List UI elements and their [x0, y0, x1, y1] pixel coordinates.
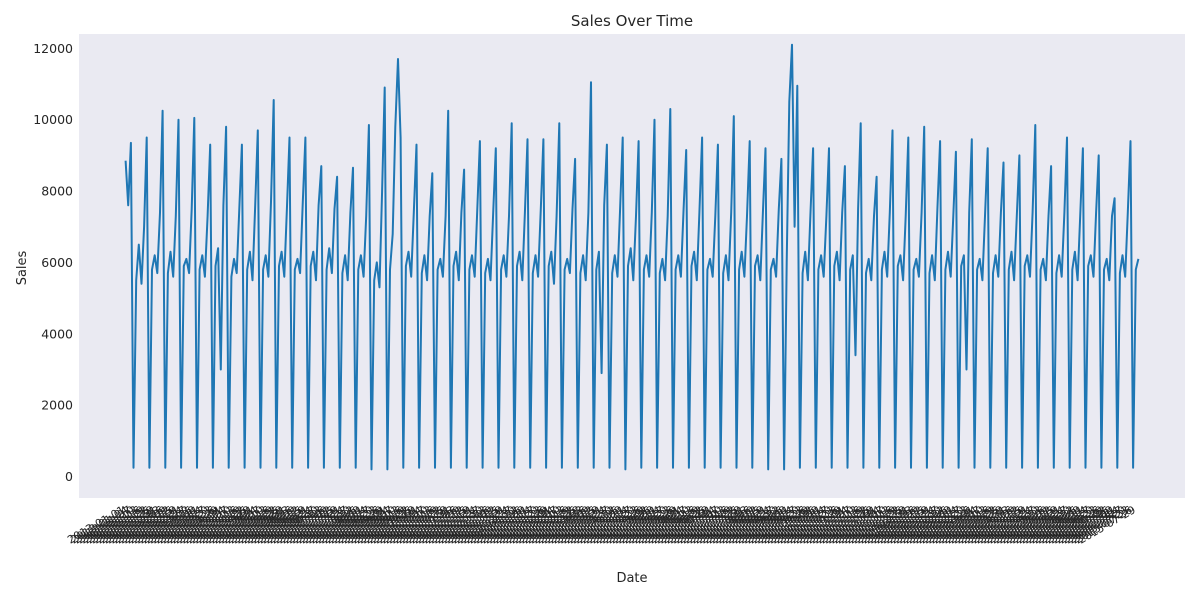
y-tick-label: 2000: [41, 398, 73, 413]
series-layer: [124, 43, 1140, 471]
chart-title: Sales Over Time: [571, 12, 693, 30]
sales-line: [124, 43, 1140, 471]
y-tick-label: 4000: [41, 326, 73, 341]
y-axis-label: Sales: [15, 250, 30, 285]
y-tick-label: 6000: [41, 255, 73, 270]
y-tick-label: 12000: [33, 41, 73, 56]
y-axis: 0 2000 4000 6000 8000 10000 12000: [33, 41, 73, 484]
y-tick-label: 10000: [33, 112, 73, 127]
y-tick-label: 0: [65, 469, 73, 484]
x-axis: 2013-01-012013-01-042013-01-072013-01-10…: [65, 503, 1138, 546]
x-axis-label: Date: [616, 571, 647, 586]
y-tick-label: 8000: [41, 184, 73, 199]
